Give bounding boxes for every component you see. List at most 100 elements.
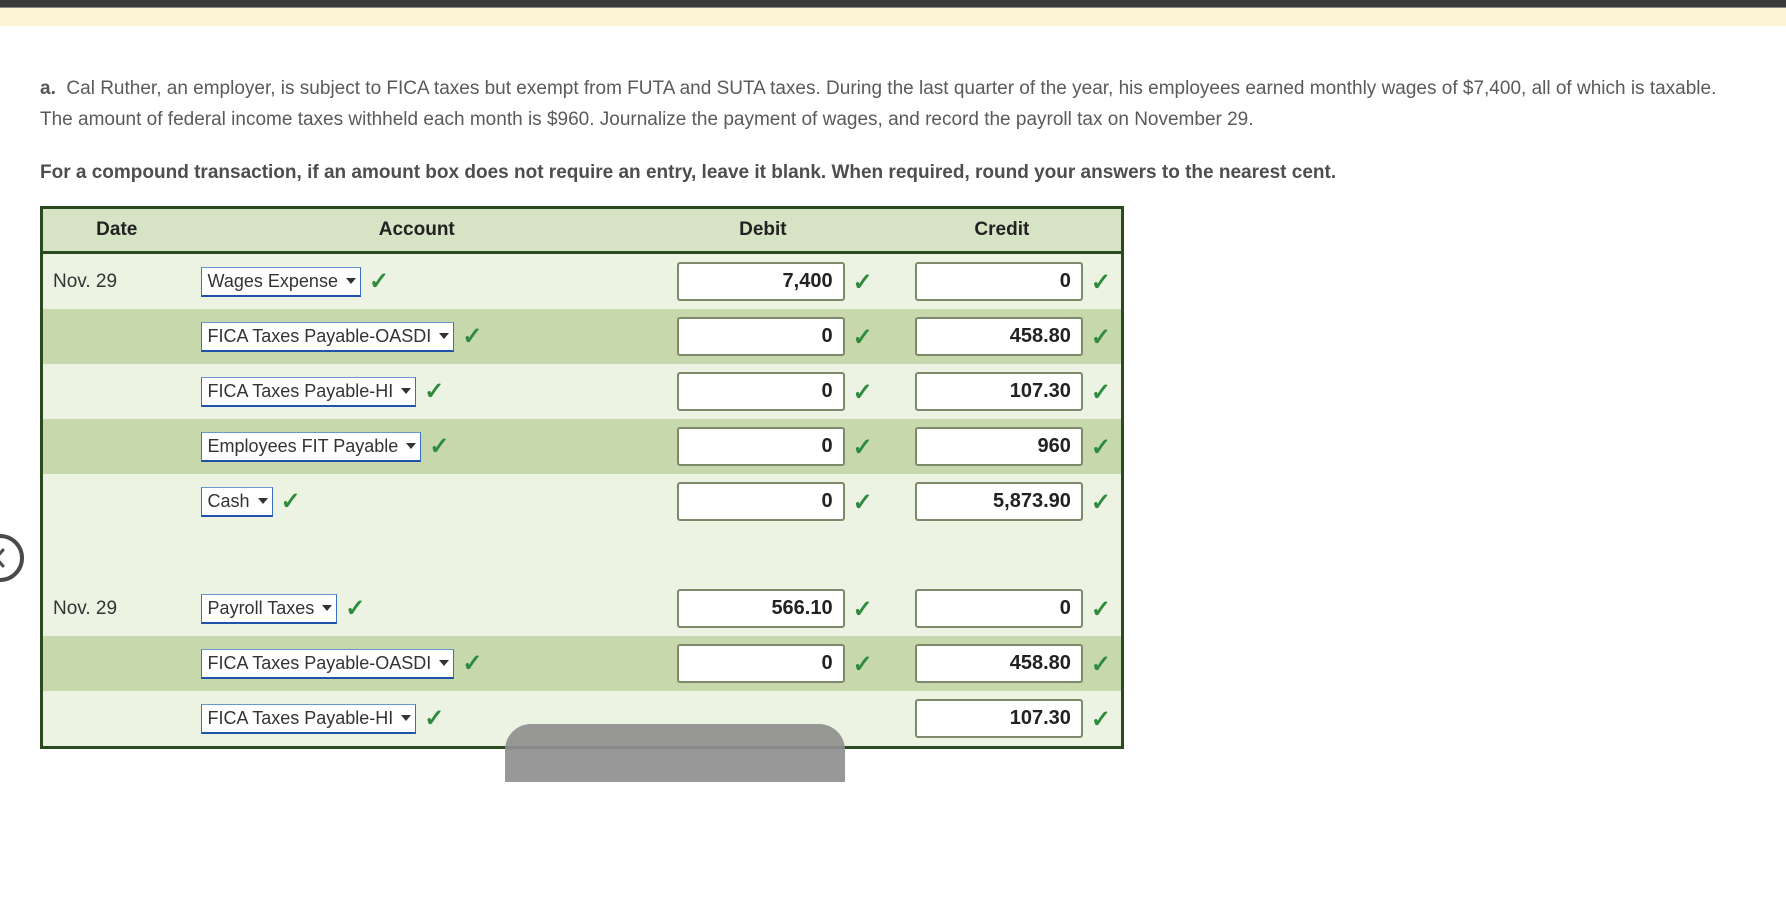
chevron-down-icon <box>401 388 411 394</box>
credit-cell: 5,873.90 ✓ <box>883 474 1123 529</box>
account-cell: Employees FIT Payable✓ <box>191 419 643 474</box>
debit-input[interactable]: 0 <box>677 482 845 521</box>
credit-input[interactable]: 458.80 <box>915 644 1083 683</box>
account-select[interactable]: FICA Taxes Payable-HI <box>201 377 417 407</box>
check-icon: ✓ <box>853 488 873 517</box>
col-header-credit: Credit <box>883 208 1123 253</box>
table-row: Nov. 29Wages Expense✓7,400✓0✓ <box>42 253 1123 310</box>
debit-input[interactable]: 0 <box>677 317 845 356</box>
credit-input[interactable]: 960 <box>915 427 1083 466</box>
account-cell: FICA Taxes Payable-OASDI✓ <box>191 309 643 364</box>
check-icon: ✓ <box>1091 268 1111 297</box>
credit-cell: 107.30 ✓ <box>883 364 1123 419</box>
account-select[interactable]: Employees FIT Payable <box>201 432 422 462</box>
debit-cell: 0✓ <box>643 309 883 364</box>
check-icon: ✓ <box>853 268 873 297</box>
check-icon: ✓ <box>345 594 365 623</box>
problem-body: Cal Ruther, an employer, is subject to F… <box>40 78 1716 130</box>
notice-strip <box>0 8 1786 26</box>
check-icon: ✓ <box>429 432 449 461</box>
account-select[interactable]: Wages Expense <box>201 267 361 297</box>
chevron-left-icon <box>0 548 8 568</box>
credit-input[interactable]: 5,873.90 <box>915 482 1083 521</box>
date-cell <box>42 474 191 529</box>
overlay-shape <box>505 724 845 782</box>
date-cell <box>42 309 191 364</box>
col-header-account: Account <box>191 208 643 253</box>
account-select[interactable]: FICA Taxes Payable-HI <box>201 704 417 734</box>
debit-cell: 7,400 ✓ <box>643 253 883 310</box>
check-icon: ✓ <box>462 649 482 678</box>
date-cell <box>42 636 191 691</box>
table-row: Nov. 29Payroll Taxes✓566.10✓0✓ <box>42 581 1123 636</box>
check-icon: ✓ <box>1091 650 1111 679</box>
check-icon: ✓ <box>853 378 873 407</box>
check-icon: ✓ <box>1091 323 1111 352</box>
chevron-down-icon <box>258 498 268 504</box>
date-cell: Nov. 29 <box>42 581 191 636</box>
account-cell: FICA Taxes Payable-HI✓ <box>191 364 643 419</box>
chevron-down-icon <box>439 333 449 339</box>
journal-table: Date Account Debit Credit Nov. 29Wages E… <box>40 206 1124 749</box>
credit-input[interactable]: 458.80 <box>915 317 1083 356</box>
date-cell <box>42 691 191 748</box>
debit-cell: 566.10 ✓ <box>643 581 883 636</box>
table-row: FICA Taxes Payable-OASDI✓0✓458.80✓ <box>42 636 1123 691</box>
credit-cell: 107.30 ✓ <box>883 691 1123 748</box>
date-cell <box>42 364 191 419</box>
credit-input[interactable]: 107.30 <box>915 699 1083 738</box>
account-select[interactable]: Payroll Taxes <box>201 594 338 624</box>
table-header-row: Date Account Debit Credit <box>42 208 1123 253</box>
account-cell: Cash✓ <box>191 474 643 529</box>
window-top-bar <box>0 0 1786 8</box>
debit-cell: 0✓ <box>643 419 883 474</box>
check-icon: ✓ <box>1091 488 1111 517</box>
check-icon: ✓ <box>1091 433 1111 462</box>
account-cell: Payroll Taxes✓ <box>191 581 643 636</box>
credit-input[interactable]: 0 <box>915 589 1083 628</box>
problem-statement: a. Cal Ruther, an employer, is subject t… <box>40 73 1746 136</box>
table-row: FICA Taxes Payable-HI✓0✓107.30✓ <box>42 364 1123 419</box>
check-icon: ✓ <box>1091 595 1111 624</box>
account-select[interactable]: FICA Taxes Payable-OASDI <box>201 649 455 679</box>
chevron-down-icon <box>346 278 356 284</box>
side-expand-tab[interactable] <box>0 534 24 582</box>
chevron-down-icon <box>401 715 411 721</box>
table-row: Cash✓ 0 ✓ 5,873.90 ✓ <box>42 474 1123 529</box>
chevron-down-icon <box>439 660 449 666</box>
credit-input[interactable]: 107.30 <box>915 372 1083 411</box>
debit-input[interactable]: 7,400 <box>677 262 845 301</box>
debit-input[interactable]: 0 <box>677 372 845 411</box>
debit-cell: 0✓ <box>643 636 883 691</box>
credit-cell: 458.80 ✓ <box>883 309 1123 364</box>
table-row: Employees FIT Payable✓0✓960✓ <box>42 419 1123 474</box>
check-icon: ✓ <box>424 704 444 733</box>
page-content: a. Cal Ruther, an employer, is subject t… <box>0 26 1786 749</box>
check-icon: ✓ <box>1091 705 1111 734</box>
check-icon: ✓ <box>853 323 873 352</box>
check-icon: ✓ <box>424 377 444 406</box>
account-select[interactable]: FICA Taxes Payable-OASDI <box>201 322 455 352</box>
debit-cell: 0✓ <box>643 364 883 419</box>
check-icon: ✓ <box>853 595 873 624</box>
check-icon: ✓ <box>853 433 873 462</box>
check-icon: ✓ <box>369 267 389 296</box>
check-icon: ✓ <box>1091 378 1111 407</box>
account-select[interactable]: Cash <box>201 487 273 517</box>
debit-input[interactable]: 0 <box>677 644 845 683</box>
account-cell: FICA Taxes Payable-OASDI✓ <box>191 636 643 691</box>
debit-input[interactable]: 566.10 <box>677 589 845 628</box>
check-icon: ✓ <box>853 650 873 679</box>
date-cell <box>42 419 191 474</box>
col-header-date: Date <box>42 208 191 253</box>
date-cell: Nov. 29 <box>42 253 191 310</box>
debit-input[interactable]: 0 <box>677 427 845 466</box>
table-row: FICA Taxes Payable-OASDI✓0✓458.80✓ <box>42 309 1123 364</box>
account-cell: Wages Expense ✓ <box>191 253 643 310</box>
check-icon: ✓ <box>462 322 482 351</box>
credit-cell: 0✓ <box>883 253 1123 310</box>
credit-cell: 458.80 ✓ <box>883 636 1123 691</box>
credit-input[interactable]: 0 <box>915 262 1083 301</box>
credit-cell: 0✓ <box>883 581 1123 636</box>
chevron-down-icon <box>322 605 332 611</box>
